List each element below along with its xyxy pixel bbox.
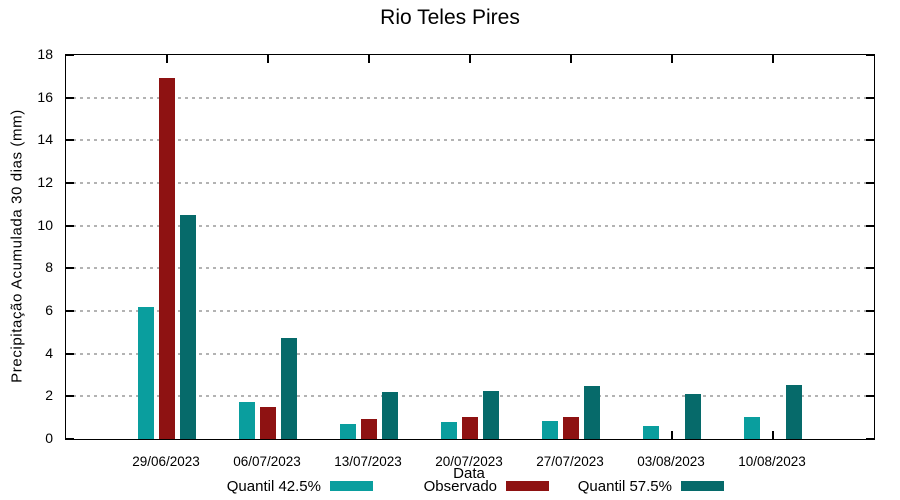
- gridline: [66, 267, 874, 270]
- bar: [643, 426, 659, 439]
- legend-entry: Quantil 42.5%: [226, 477, 373, 495]
- x-tick-mark: [570, 55, 572, 63]
- y-tick-label: 18: [37, 46, 53, 62]
- bar: [542, 420, 558, 439]
- bar: [483, 391, 499, 439]
- y-tick-mark: [866, 139, 874, 142]
- x-tick-mark: [671, 431, 673, 439]
- legend-label: Quantil 42.5%: [226, 477, 321, 495]
- gridline: [66, 224, 874, 227]
- y-tick-mark: [866, 182, 874, 184]
- x-tick-mark: [772, 431, 774, 439]
- x-tick-label: 10/08/2023: [738, 454, 806, 469]
- y-tick-label: 16: [37, 88, 53, 105]
- x-tick-mark: [267, 55, 269, 63]
- bar: [260, 407, 276, 439]
- x-tick-mark: [469, 55, 471, 63]
- x-tick-mark: [772, 55, 774, 63]
- bar: [138, 306, 154, 439]
- y-tick-label: 12: [37, 174, 53, 190]
- bar: [281, 337, 297, 439]
- x-tick-mark: [368, 55, 370, 63]
- bar: [786, 384, 802, 439]
- y-tick-label: 6: [45, 302, 53, 318]
- y-tick-mark: [66, 96, 74, 99]
- y-tick-mark: [866, 96, 874, 99]
- bar: [361, 418, 377, 439]
- y-tick-label: 0: [45, 430, 53, 446]
- y-tick-label: 14: [37, 131, 53, 148]
- y-tick-label: 8: [45, 259, 53, 276]
- x-tick-mark: [166, 55, 168, 63]
- y-tick-mark: [66, 139, 74, 142]
- bar: [563, 416, 579, 439]
- y-tick-mark: [866, 54, 874, 56]
- legend-label: Observado: [423, 477, 497, 495]
- bar: [239, 401, 255, 439]
- gridline: [66, 139, 874, 142]
- x-tick-label: 06/07/2023: [233, 454, 301, 469]
- bar: [340, 424, 356, 439]
- y-tick-mark: [866, 438, 874, 440]
- bar: [685, 394, 701, 439]
- y-tick-mark: [866, 224, 874, 227]
- y-tick-mark: [866, 267, 874, 270]
- y-tick-mark: [866, 395, 874, 398]
- y-tick-mark: [66, 54, 74, 56]
- gridline: [66, 96, 874, 99]
- y-tick-label: 4: [45, 344, 53, 361]
- y-tick-label: 2: [45, 387, 53, 404]
- y-tick-mark: [66, 310, 74, 312]
- x-tick-label: 29/06/2023: [132, 454, 200, 469]
- x-tick-label: 13/07/2023: [334, 454, 402, 469]
- bar: [462, 416, 478, 439]
- y-tick-mark: [866, 352, 874, 355]
- legend-swatch: [330, 481, 373, 491]
- y-tick-label: 10: [37, 216, 53, 233]
- legend-label: Quantil 57.5%: [577, 477, 672, 495]
- gridline: [66, 310, 874, 312]
- bar: [382, 392, 398, 439]
- chart-title: Rio Teles Pires: [380, 6, 520, 29]
- x-tick-mark: [671, 55, 673, 63]
- bar: [159, 78, 175, 439]
- bar: [584, 385, 600, 439]
- legend-swatch: [681, 481, 724, 491]
- y-tick-mark: [66, 182, 74, 184]
- bar: [744, 416, 760, 439]
- legend-swatch: [506, 481, 549, 491]
- gridline: [66, 352, 874, 355]
- y-tick-mark: [66, 224, 74, 227]
- bar: [441, 421, 457, 439]
- x-tick-label: 03/08/2023: [637, 454, 705, 469]
- bar: [180, 215, 196, 439]
- y-axis-label: Precipitação Acumulada 30 dias (mm): [8, 109, 26, 383]
- legend-entry: Observado: [423, 477, 549, 495]
- y-tick-mark: [66, 352, 74, 355]
- x-tick-label: 20/07/2023: [435, 454, 503, 469]
- gridline: [66, 182, 874, 184]
- x-tick-label: 27/07/2023: [536, 454, 604, 469]
- y-tick-mark: [66, 438, 74, 440]
- gridline: [66, 395, 874, 398]
- y-tick-mark: [866, 310, 874, 312]
- x-axis-label: Data: [453, 465, 485, 482]
- plot-area: [65, 54, 875, 440]
- legend-entry: Quantil 57.5%: [577, 477, 724, 495]
- y-tick-mark: [66, 267, 74, 270]
- y-tick-mark: [66, 395, 74, 398]
